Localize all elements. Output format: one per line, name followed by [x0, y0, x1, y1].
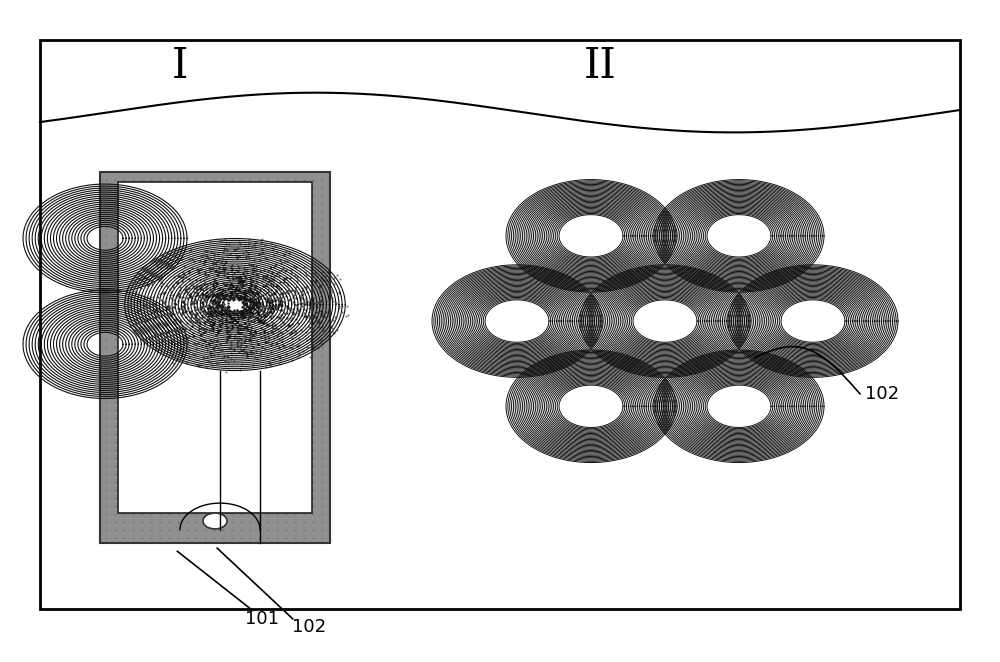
Bar — [40, 40, 960, 609]
Text: II: II — [584, 45, 616, 87]
Bar — [118, 182, 312, 513]
Text: 102: 102 — [292, 618, 326, 636]
Text: I: I — [172, 45, 188, 87]
Circle shape — [203, 513, 227, 529]
Text: 101: 101 — [245, 610, 279, 628]
Text: 102: 102 — [865, 385, 899, 403]
Bar — [100, 172, 330, 543]
